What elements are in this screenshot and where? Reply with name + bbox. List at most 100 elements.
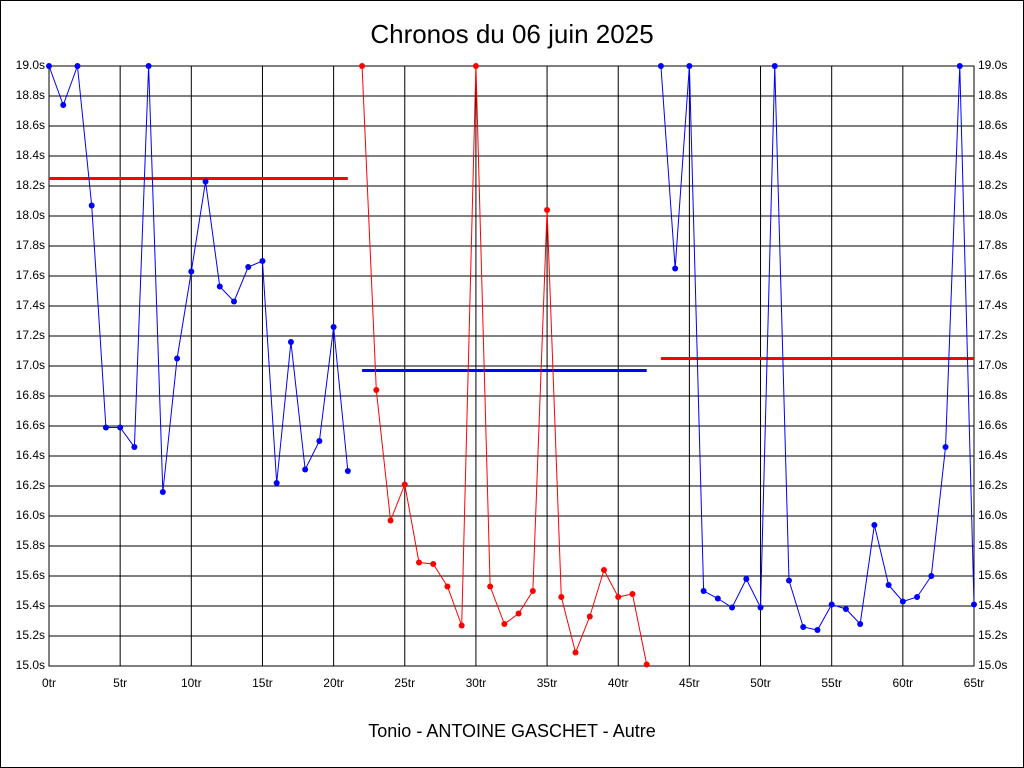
data-point: [458, 622, 465, 629]
y-tick-label: 18.8s: [16, 88, 45, 102]
data-point: [928, 573, 935, 579]
y-tick-label-right: 18.6s: [978, 118, 1007, 132]
data-point: [757, 604, 764, 611]
y-tick-label: 16.0s: [16, 508, 45, 522]
data-point: [601, 567, 607, 573]
data-point: [942, 444, 949, 450]
y-tick-label-right: 16.4s: [978, 448, 1007, 462]
data-point: [117, 424, 124, 431]
data-point: [871, 522, 878, 528]
y-tick-label: 18.0s: [16, 208, 45, 222]
y-tick-label-right: 17.4s: [978, 298, 1007, 312]
y-tick-label: 17.0s: [16, 358, 45, 372]
y-tick-label-right: 15.2s: [978, 628, 1007, 642]
y-tick-label-right: 18.2s: [978, 178, 1007, 192]
x-axis-label: Tonio - ANTOINE GASCHET - Autre: [368, 721, 655, 741]
y-tick-label: 16.8s: [16, 388, 45, 402]
y-tick-label: 15.2s: [16, 628, 45, 642]
data-point: [344, 468, 351, 474]
data-point: [729, 604, 736, 611]
x-tick-label: 60tr: [893, 676, 914, 690]
data-point: [145, 63, 152, 69]
y-tick-label: 16.2s: [16, 478, 45, 492]
chart-title: Chronos du 06 juin 2025: [370, 19, 653, 49]
data-point: [629, 591, 636, 597]
y-tick-label-right: 15.6s: [978, 568, 1007, 582]
y-tick-label: 18.4s: [16, 148, 45, 162]
data-point: [899, 598, 906, 605]
data-point: [914, 594, 921, 600]
data-point: [330, 324, 337, 330]
data-point: [828, 601, 835, 608]
data-point: [700, 588, 707, 594]
x-tick-label: 5tr: [113, 676, 127, 690]
y-tick-label-right: 16.8s: [978, 388, 1007, 402]
data-point: [287, 339, 294, 345]
y-tick-label: 15.4s: [16, 598, 45, 612]
y-tick-label-right: 17.2s: [978, 328, 1007, 342]
x-tick-label: 0tr: [42, 676, 56, 690]
y-tick-label-right: 19.0s: [978, 58, 1007, 72]
data-point: [971, 601, 977, 608]
data-point: [857, 621, 864, 627]
x-tick-label: 45tr: [679, 676, 700, 690]
data-point: [643, 661, 650, 668]
data-point: [472, 63, 479, 69]
data-point: [615, 594, 622, 600]
data-point: [46, 63, 52, 69]
x-tick-label: 50tr: [750, 676, 771, 690]
series-line: [48, 65, 349, 493]
y-tick-label-right: 17.0s: [978, 358, 1007, 372]
y-tick-label: 19.0s: [16, 58, 45, 72]
y-tick-label: 15.8s: [16, 538, 45, 552]
y-tick-label-right: 17.6s: [978, 268, 1007, 282]
y-tick-label: 16.4s: [16, 448, 45, 462]
data-point: [956, 63, 963, 69]
y-tick-label: 18.6s: [16, 118, 45, 132]
x-tick-label: 40tr: [608, 676, 629, 690]
data-point: [60, 102, 67, 108]
x-tick-label: 20tr: [323, 676, 344, 690]
x-tick-label: 35tr: [537, 676, 558, 690]
y-tick-label: 17.4s: [16, 298, 45, 312]
data-point: [174, 355, 181, 362]
data-point: [501, 621, 508, 627]
data-point: [416, 559, 422, 566]
y-tick-label-right: 18.4s: [978, 148, 1007, 162]
data-point: [558, 594, 565, 600]
y-tick-label: 18.2s: [16, 178, 45, 192]
y-tick-label-right: 16.2s: [978, 478, 1007, 492]
data-point: [216, 283, 223, 290]
y-tick-label: 17.8s: [16, 238, 45, 252]
y-tick-label: 17.6s: [16, 268, 45, 282]
data-point: [586, 613, 593, 620]
data-point: [657, 63, 664, 69]
data-point: [743, 576, 750, 582]
data-point: [672, 265, 679, 272]
data-point: [273, 480, 280, 486]
data-point: [487, 583, 494, 590]
data-point: [786, 577, 792, 584]
data-point: [515, 610, 522, 617]
data-point: [302, 466, 309, 473]
data-point: [202, 178, 209, 185]
y-tick-label: 17.2s: [16, 328, 45, 342]
data-point: [842, 606, 849, 612]
data-point: [387, 517, 394, 524]
y-tick-label-right: 15.8s: [978, 538, 1007, 552]
data-point: [771, 63, 778, 69]
x-tick-label: 55tr: [821, 676, 842, 690]
y-tick-label-right: 18.8s: [978, 88, 1007, 102]
data-point: [74, 63, 81, 69]
data-point: [316, 438, 323, 444]
x-tick-label: 30tr: [466, 676, 487, 690]
x-tick-label: 25tr: [394, 676, 415, 690]
data-point: [102, 424, 109, 431]
data-point: [231, 298, 237, 305]
x-tick-label: 15tr: [252, 676, 273, 690]
y-tick-label-right: 18.0s: [978, 208, 1007, 222]
y-tick-label-right: 15.0s: [978, 658, 1007, 672]
y-tick-label-right: 17.8s: [978, 238, 1007, 252]
data-point: [714, 595, 721, 602]
